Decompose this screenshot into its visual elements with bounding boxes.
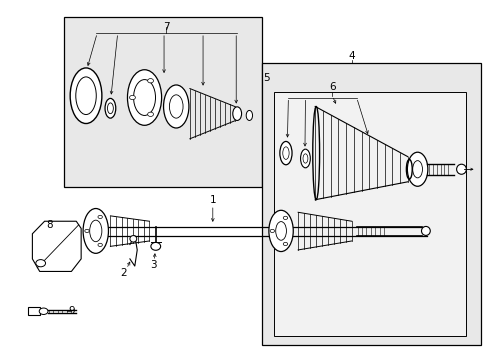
Ellipse shape <box>245 111 252 121</box>
Ellipse shape <box>283 242 287 246</box>
Text: 4: 4 <box>348 50 354 60</box>
Ellipse shape <box>98 215 102 219</box>
Ellipse shape <box>300 149 310 168</box>
Text: 9: 9 <box>68 306 75 316</box>
Ellipse shape <box>83 208 108 253</box>
Ellipse shape <box>269 229 274 233</box>
Ellipse shape <box>456 164 466 174</box>
Text: 3: 3 <box>150 260 156 270</box>
Ellipse shape <box>76 77 96 114</box>
Text: 1: 1 <box>209 195 216 205</box>
Ellipse shape <box>151 242 160 250</box>
Ellipse shape <box>283 216 287 220</box>
Ellipse shape <box>275 222 286 240</box>
Ellipse shape <box>70 68 102 123</box>
Text: 8: 8 <box>46 220 53 230</box>
Text: 5: 5 <box>263 73 269 83</box>
Text: 7: 7 <box>163 22 169 32</box>
Ellipse shape <box>421 226 429 235</box>
Ellipse shape <box>107 103 113 114</box>
Bar <box>273 92 466 336</box>
Ellipse shape <box>98 243 102 247</box>
Ellipse shape <box>279 141 291 165</box>
Bar <box>261 63 480 345</box>
Ellipse shape <box>407 152 427 186</box>
Ellipse shape <box>133 80 155 116</box>
Ellipse shape <box>282 147 288 159</box>
Ellipse shape <box>169 95 183 118</box>
Ellipse shape <box>129 95 135 100</box>
Ellipse shape <box>232 107 241 121</box>
Ellipse shape <box>130 235 137 242</box>
Text: 2: 2 <box>121 267 127 278</box>
Ellipse shape <box>84 229 89 233</box>
Polygon shape <box>32 221 81 271</box>
Ellipse shape <box>36 260 45 267</box>
Ellipse shape <box>412 161 422 178</box>
Ellipse shape <box>147 78 153 83</box>
Ellipse shape <box>39 308 48 315</box>
Ellipse shape <box>127 70 161 125</box>
Bar <box>64 17 261 187</box>
Ellipse shape <box>268 210 293 252</box>
Text: 6: 6 <box>328 82 335 93</box>
Ellipse shape <box>89 220 102 242</box>
Bar <box>27 307 40 315</box>
Ellipse shape <box>303 154 307 163</box>
Ellipse shape <box>163 85 188 128</box>
Ellipse shape <box>105 98 116 118</box>
Ellipse shape <box>147 112 153 116</box>
